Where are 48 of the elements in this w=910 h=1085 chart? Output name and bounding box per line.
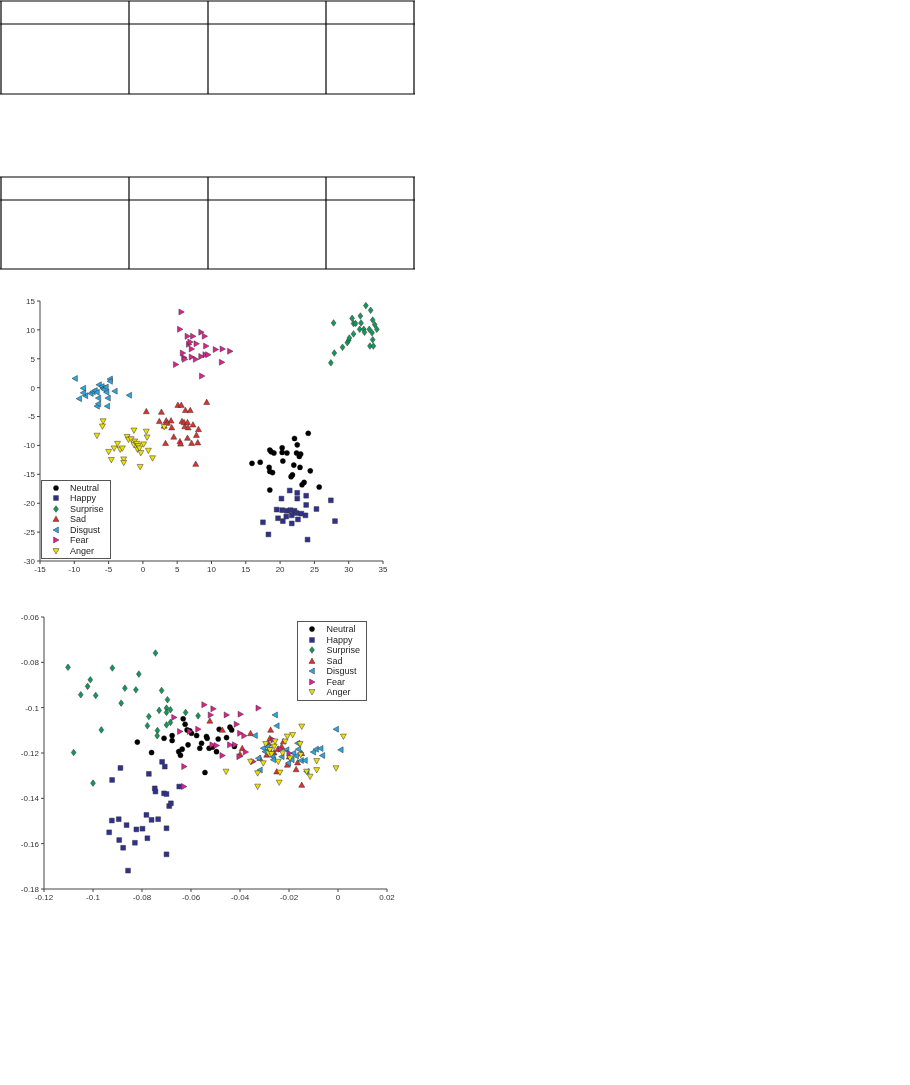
y-tick-label: 0 — [30, 383, 36, 393]
x-tick-label: -0.08 — [132, 892, 152, 902]
x-tick-label: 35 — [378, 564, 388, 574]
legend-label: Surprise — [70, 503, 104, 514]
x-tick-label: 0 — [335, 892, 341, 902]
x-tick-label: -0.04 — [230, 892, 250, 902]
y-tick-label: -15 — [23, 470, 36, 480]
x-tick-label: 10 — [207, 564, 217, 574]
x-tick-label: 0 — [140, 564, 146, 574]
x-tick-label: -0.1 — [86, 892, 101, 902]
x-tick-label: 15 — [241, 564, 251, 574]
legend-label: Surprise — [326, 645, 360, 656]
legend-label: Fear — [70, 535, 89, 546]
x-tick-label: 20 — [275, 564, 286, 574]
y-tick-label: -5 — [27, 412, 36, 422]
legend-label: Sad — [70, 514, 87, 525]
x-tick-label: 0.02 — [379, 892, 396, 902]
y-tick-label: -0.16 — [20, 839, 40, 849]
x-tick-label: 30 — [344, 564, 354, 574]
y-tick-label: 15 — [26, 296, 36, 306]
legend-label: Fear — [326, 676, 345, 687]
y-tick-label: -0.08 — [20, 658, 40, 668]
x-tick-label: 5 — [174, 564, 180, 574]
y-tick-label: -0.06 — [20, 612, 40, 622]
legend-label: Neutral — [326, 624, 356, 635]
y-tick-label: -0.14 — [20, 794, 40, 804]
x-tick-label: -10 — [68, 564, 81, 574]
legend-label: Neutral — [70, 482, 100, 493]
legend-label: Disgust — [70, 524, 101, 535]
x-tick-label: -0.02 — [279, 892, 299, 902]
y-tick-label: -0.1 — [25, 703, 40, 713]
legend-label: Happy — [326, 634, 353, 645]
y-tick-label: -25 — [23, 527, 36, 537]
x-tick-label: -5 — [105, 564, 113, 574]
y-tick-label: 10 — [26, 325, 36, 335]
legend-label: Sad — [326, 655, 343, 666]
legend-label: Disgust — [326, 666, 357, 677]
legend-label: Happy — [70, 493, 97, 504]
legend-label: Anger — [70, 545, 95, 556]
y-tick-label: 5 — [30, 354, 36, 364]
x-tick-label: 25 — [309, 564, 320, 574]
y-tick-label: -0.18 — [20, 884, 40, 894]
y-tick-label: -10 — [23, 441, 36, 451]
y-tick-label: -30 — [23, 556, 36, 566]
y-tick-label: -20 — [23, 499, 36, 509]
x-tick-label: -0.06 — [181, 892, 201, 902]
y-tick-label: -0.12 — [20, 748, 40, 758]
legend-label: Anger — [326, 687, 351, 698]
